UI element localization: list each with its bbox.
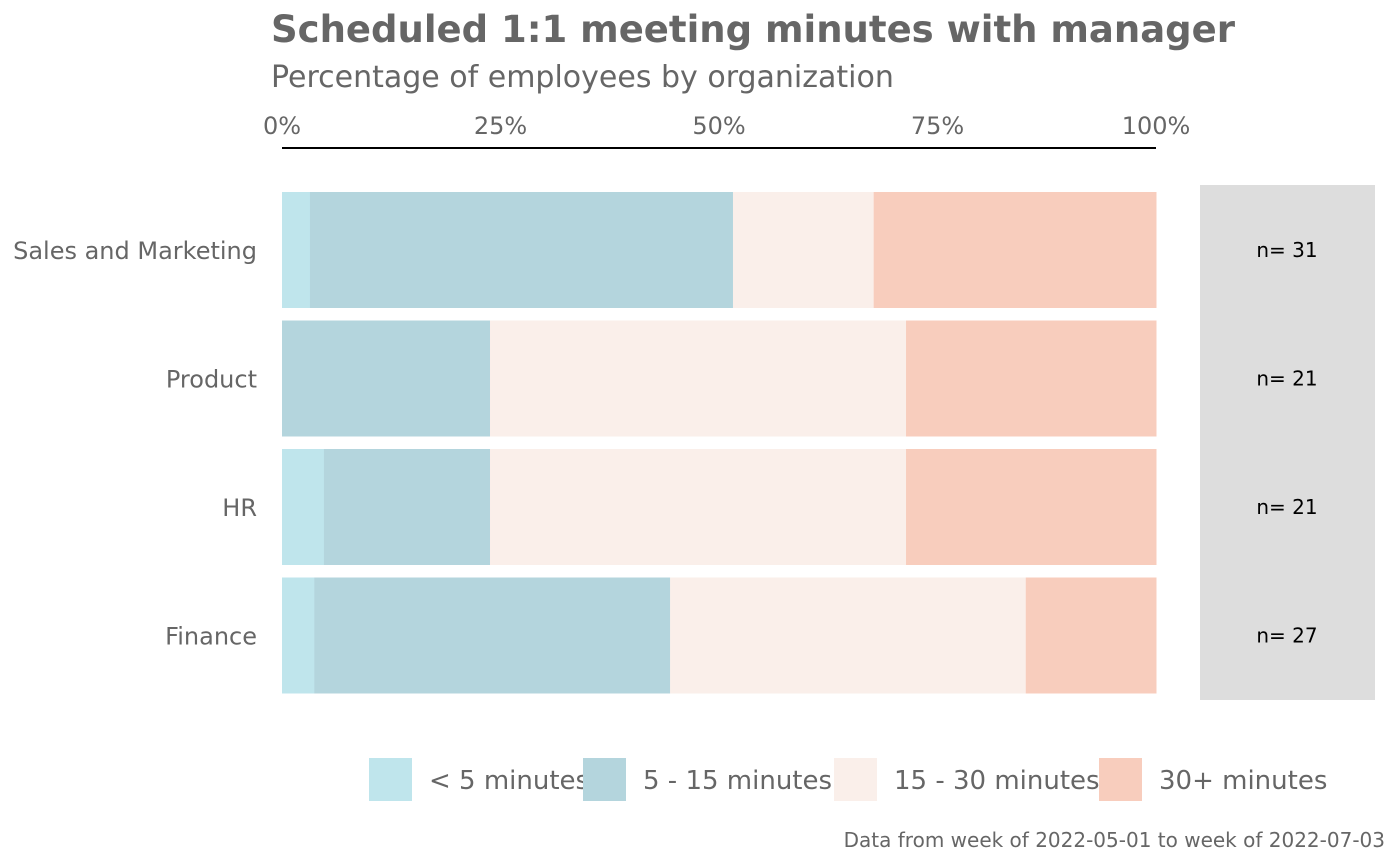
legend-label: 15 - 30 minutes: [894, 766, 1100, 796]
category-label: Product: [166, 366, 257, 394]
n-panel: [1200, 185, 1375, 700]
bar-segment: [490, 320, 907, 437]
bar-segment: [282, 449, 325, 565]
legend-swatch: [369, 758, 412, 801]
bar-segment: [906, 320, 1157, 437]
bar-segment: [309, 192, 734, 308]
category-label: HR: [222, 494, 257, 522]
x-tick-label: 25%: [474, 112, 527, 140]
bar-segment: [490, 449, 907, 565]
category-label: Finance: [165, 623, 257, 651]
bar-segment: [282, 320, 491, 437]
legend: < 5 minutes 5 - 15 minutes 15 - 30 minutes…: [369, 758, 1327, 801]
n-label: n= 27: [1256, 624, 1317, 648]
legend-label: 5 - 15 minutes: [643, 766, 832, 796]
bar-segment: [873, 192, 1157, 308]
x-tick-label: 75%: [911, 112, 964, 140]
bar-segment: [314, 577, 671, 694]
chart-title: Scheduled 1:1 meeting minutes with manag…: [271, 8, 1236, 51]
legend-swatch: [583, 758, 626, 801]
x-axis: 0% 25% 50% 75% 100%: [263, 112, 1190, 140]
bars: [282, 192, 1157, 694]
category-label: Sales and Marketing: [13, 237, 257, 265]
n-label: n= 31: [1256, 238, 1317, 262]
n-labels: n= 31 n= 21 n= 21 n= 27: [1256, 238, 1317, 648]
bar-segment: [670, 577, 1027, 694]
legend-swatch: [1099, 758, 1142, 801]
chart-subtitle: Percentage of employees by organization: [271, 60, 894, 95]
category-labels: Sales and Marketing Product HR Finance: [13, 237, 257, 651]
bar-segment: [732, 192, 875, 308]
n-label: n= 21: [1256, 367, 1317, 391]
legend-label: 30+ minutes: [1159, 766, 1327, 796]
bar-segment: [282, 577, 315, 694]
chart-caption: Data from week of 2022-05-01 to week of …: [844, 828, 1385, 852]
x-tick-label: 50%: [692, 112, 745, 140]
n-label: n= 21: [1256, 495, 1317, 519]
legend-swatch: [834, 758, 877, 801]
bar-segment: [282, 192, 311, 308]
bar-segment: [323, 449, 491, 565]
x-tick-label: 0%: [263, 112, 301, 140]
legend-label: < 5 minutes: [429, 766, 589, 796]
x-tick-label: 100%: [1122, 112, 1191, 140]
bar-segment: [1025, 577, 1157, 694]
bar-segment: [906, 449, 1157, 565]
